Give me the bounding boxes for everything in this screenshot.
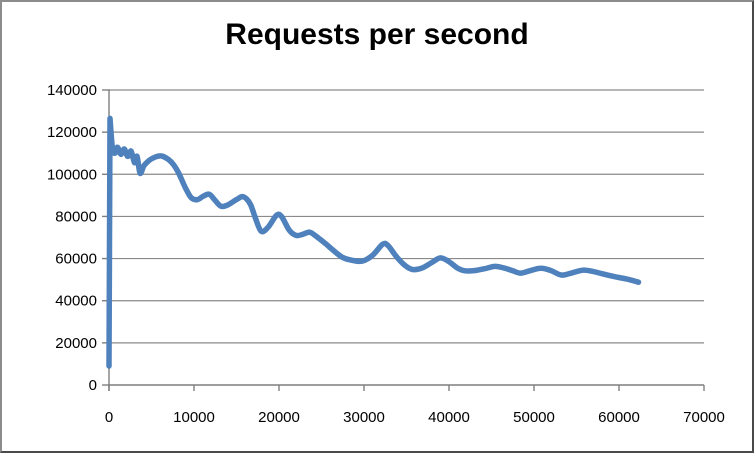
y-tick-label-120000: 120000 — [47, 124, 97, 141]
series-line-requests-per-second — [106, 115, 642, 369]
x-tick-label-50000: 50000 — [513, 409, 555, 426]
y-tick-label-20000: 20000 — [55, 335, 97, 352]
y-tick-label-0: 0 — [89, 377, 97, 394]
x-tick-label-20000: 20000 — [258, 409, 300, 426]
y-tick-label-100000: 100000 — [47, 166, 97, 183]
x-tick-label-10000: 10000 — [173, 409, 215, 426]
y-tick-label-60000: 60000 — [55, 251, 97, 268]
x-tick-label-30000: 30000 — [343, 409, 385, 426]
y-tick-label-140000: 140000 — [47, 82, 97, 99]
x-tick-label-40000: 40000 — [428, 409, 470, 426]
chart-title: Requests per second — [225, 18, 529, 51]
x-tick-label-0: 0 — [105, 409, 113, 426]
y-tick-label-40000: 40000 — [55, 293, 97, 310]
x-tick-label-70000: 70000 — [683, 409, 725, 426]
x-tick-label-60000: 60000 — [598, 409, 640, 426]
y-tick-label-80000: 80000 — [55, 208, 97, 225]
